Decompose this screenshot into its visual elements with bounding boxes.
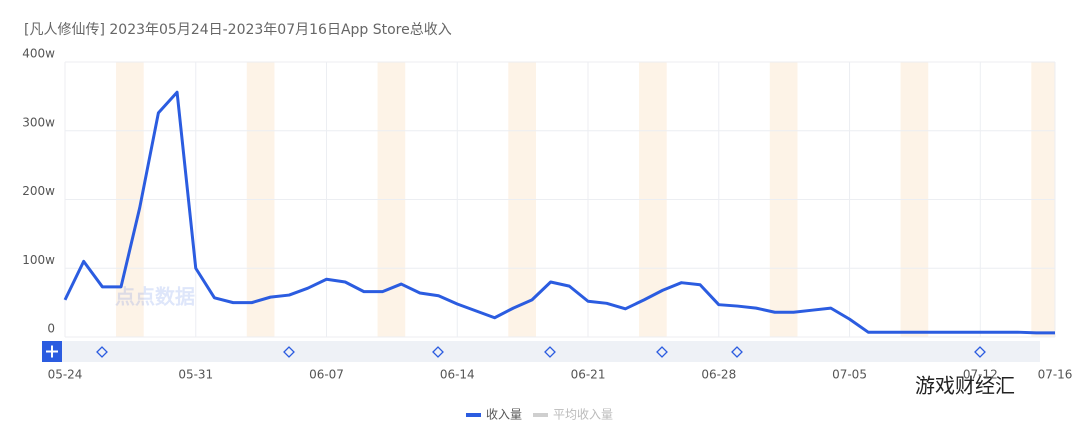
x-tick-label: 06-28 <box>701 368 736 382</box>
range-slider[interactable] <box>42 341 1040 362</box>
x-tick-label: 07-05 <box>832 368 867 382</box>
watermark: 点点数据 <box>115 285 195 309</box>
legend-label: 收入量 <box>486 408 522 422</box>
x-tick-label: 07-16 <box>1038 368 1073 382</box>
chart-title: [凡人修仙传] 2023年05月24日-2023年07月16日App Store… <box>24 22 452 38</box>
y-tick-label: 200w <box>22 184 55 198</box>
plus-icon <box>46 345 58 358</box>
x-tick-label: 06-07 <box>309 368 344 382</box>
y-tick-label: 0 <box>47 322 55 336</box>
x-tick-label: 06-14 <box>440 368 475 382</box>
watermark: 游戏财经汇 <box>915 374 1015 398</box>
x-tick-label: 06-21 <box>571 368 606 382</box>
legend-label: 平均收入量 <box>553 408 613 422</box>
series-line <box>63 90 1055 335</box>
y-tick-label: 400w <box>22 47 55 61</box>
event-icons <box>96 346 986 358</box>
y-tick-label: 300w <box>22 115 55 129</box>
x-tick-label: 05-31 <box>178 368 213 382</box>
x-tick-label: 05-24 <box>48 368 83 382</box>
x-tick-label: 07-12 <box>963 368 998 382</box>
y-tick-label: 100w <box>22 253 55 267</box>
